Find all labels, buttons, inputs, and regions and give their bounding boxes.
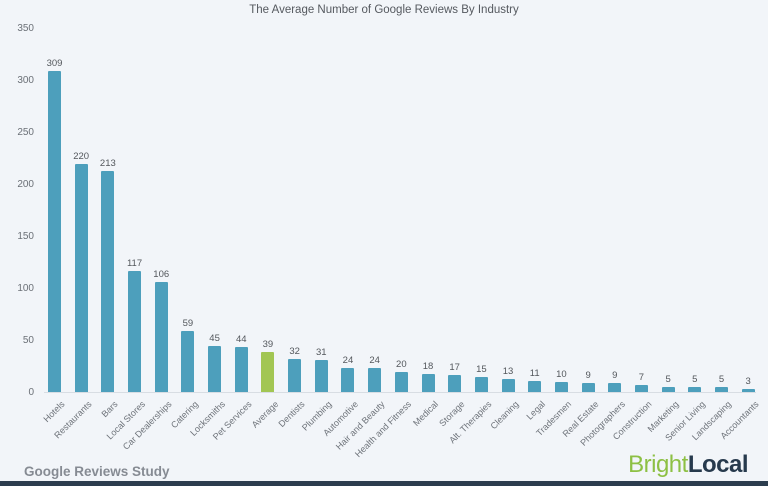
bar-hotels: [48, 71, 61, 393]
bar-value-label: 39: [262, 338, 274, 350]
y-axis-tick-label: 0: [28, 386, 34, 398]
bar-value-label: 3: [745, 376, 751, 388]
bar-value-label: 220: [73, 150, 90, 162]
y-axis-tick-label: 250: [17, 126, 34, 138]
bar-value-label: 17: [449, 361, 460, 373]
bar-value-label: 106: [153, 269, 170, 281]
bar-alt-therapies: [474, 376, 488, 393]
bar-value-label: 32: [289, 346, 300, 358]
bar-value-label: 24: [342, 354, 354, 366]
x-axis-label: Hotels: [41, 399, 67, 425]
bar-medical: [421, 373, 435, 393]
bar-value-label: 20: [396, 358, 407, 370]
bar-landscaping: [715, 387, 728, 393]
bar-average: [261, 351, 275, 393]
y-axis-tick-label: 50: [22, 334, 34, 346]
bar-real-estate: [581, 383, 595, 393]
x-axis-line: [44, 392, 756, 393]
bar-tradesmen: [554, 382, 568, 393]
bar-construction: [634, 385, 648, 393]
bar-hair-and-beauty: [368, 367, 382, 393]
bar-accountants: [741, 389, 755, 393]
bar-health-and-fitness: [394, 371, 408, 393]
bar-value-label: 117: [126, 257, 143, 269]
bar-value-label: 18: [422, 360, 434, 372]
bar-car-dealerships: [154, 282, 168, 393]
y-axis-tick-label: 150: [17, 230, 34, 242]
bar-marketing: [661, 387, 675, 393]
bar-value-label: 9: [612, 370, 618, 382]
bar-value-label: 15: [476, 363, 487, 375]
bar-value-label: 13: [502, 365, 514, 377]
bar-automotive: [341, 367, 355, 393]
bar-value-label: 31: [316, 347, 327, 359]
bottom-accent-bar: [0, 481, 768, 486]
bar-value-label: 10: [556, 369, 567, 381]
y-axis-tick-label: 350: [17, 22, 34, 34]
logo-part-local: Local: [687, 451, 749, 478]
bar-local-stores: [128, 270, 142, 393]
bar-cleaning: [501, 378, 515, 393]
bar-catering: [181, 331, 195, 393]
bar-value-label: 45: [209, 332, 220, 344]
x-axis-label: Car Dealerships: [120, 399, 174, 452]
bar-value-label: 5: [718, 374, 725, 386]
bar-bars: [101, 170, 115, 393]
logo-part-bright: Bright: [628, 451, 688, 478]
bar-senior-living: [688, 387, 702, 393]
chart-title: The Average Number of Google Reviews By …: [249, 4, 519, 16]
bar-value-label: 44: [235, 333, 247, 345]
y-axis-tick-label: 200: [17, 178, 34, 190]
x-axis-label: Average: [249, 399, 281, 430]
bar-value-label: 5: [665, 374, 671, 386]
bar-value-label: 309: [46, 58, 63, 70]
bar-value-label: 24: [369, 354, 380, 366]
bar-value-label: 59: [182, 318, 194, 330]
x-axis-label: Legal: [524, 399, 547, 422]
bar-plumbing: [314, 360, 328, 393]
bar-value-label: 9: [585, 370, 591, 382]
bar-legal: [528, 381, 542, 393]
x-axis-label: Bars: [99, 399, 120, 420]
x-axis-label: Cleaning: [487, 399, 521, 432]
bar-pet-services: [234, 346, 248, 393]
bar-value-label: 213: [99, 157, 116, 169]
bar-value-label: 5: [692, 374, 698, 386]
bar-locksmiths: [208, 345, 222, 393]
bar-photographers: [608, 383, 622, 393]
y-axis-tick-label: 100: [17, 282, 34, 294]
bar-value-label: 11: [529, 368, 540, 380]
bar-restaurants: [74, 163, 88, 393]
x-axis-label: Medical: [411, 399, 441, 429]
bar-dentists: [288, 359, 302, 393]
bar-storage: [448, 374, 462, 393]
source-label: Google Reviews Study: [24, 464, 170, 479]
brightlocal-logo: BrightLocal: [628, 451, 748, 479]
y-axis-tick-label: 300: [17, 74, 34, 86]
bar-value-label: 7: [638, 372, 645, 384]
